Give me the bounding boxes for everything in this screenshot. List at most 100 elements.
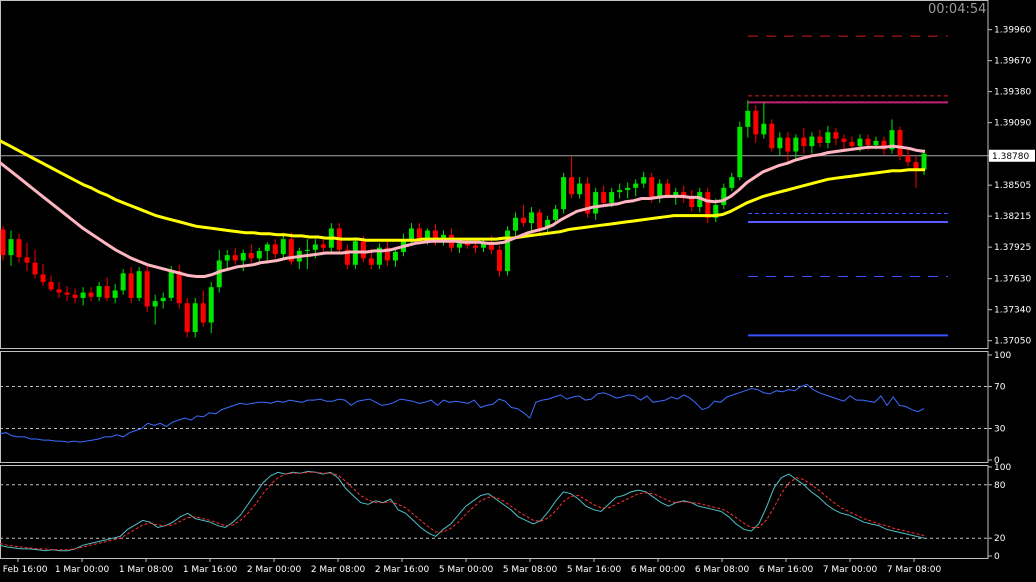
time-axis-label: 1 Mar 08:00 [119,565,174,575]
bullish-candle [577,183,583,195]
price-axis-label: 1.38215 [994,212,1031,222]
bullish-candle [857,138,863,147]
stochastic-pane-border [0,465,989,559]
bearish-candle [56,289,62,293]
time-axis-label: 6 Mar 00:00 [631,565,686,575]
stochastic-axis-label: 80 [994,481,1006,491]
bearish-candle [232,255,238,261]
slow-moving-average-line [0,139,925,242]
price-axis-label: 1.37340 [994,306,1031,316]
bearish-candle [537,212,543,229]
bullish-candle [633,183,639,188]
rsi-axis-label: 100 [994,351,1011,361]
bullish-candle [889,130,895,150]
time-axis-label: 1 Mar 00:00 [55,565,110,575]
time-axis-label: 7 Mar 08:00 [887,565,942,575]
bearish-candle [585,183,591,214]
price-axis-label: 1.38505 [994,181,1031,191]
bearish-candle [905,155,911,163]
bearish-candle [833,132,839,139]
bullish-candle [745,110,751,127]
current-price-label: 1.38780 [992,152,1029,162]
time-axis-label: 2 Mar 08:00 [311,565,366,575]
bearish-candle [785,137,791,152]
bearish-candle [689,196,695,208]
bullish-candle [809,136,815,147]
bearish-candle [104,286,110,298]
price-axis-label: 1.39960 [994,26,1031,36]
stochastic-main-line [0,470,925,552]
bullish-candle [216,260,222,288]
stochastic-signal-line [0,471,925,551]
bullish-candle [264,244,270,251]
bullish-candle [721,187,727,205]
bearish-candle [272,244,278,255]
bullish-candle [376,247,382,265]
bullish-candle [392,251,398,261]
bullish-candle [545,219,551,229]
bearish-candle [489,243,495,250]
bullish-candle [408,228,414,240]
bearish-candle [0,229,6,256]
bearish-candle [753,110,759,135]
bearish-candle [176,271,182,304]
bearish-candle [24,257,30,263]
bullish-candle [80,292,86,298]
price-axis-label: 1.39670 [994,57,1031,67]
bearish-candle [665,183,671,197]
bullish-candle [641,177,647,184]
bearish-candle [705,192,711,218]
bullish-candle [609,192,615,203]
time-axis-label: 2 Mar 16:00 [375,565,430,575]
bullish-candle [152,301,158,307]
rsi-axis-label: 0 [994,456,1000,466]
stochastic-axis-label: 100 [994,463,1011,473]
bearish-candle [817,136,823,143]
bullish-candle [8,239,14,256]
bullish-candle [529,212,535,224]
bullish-candle [657,183,663,199]
bullish-candle [256,250,262,259]
bearish-candle [144,271,150,307]
price-axis-label: 1.39090 [994,119,1031,129]
bearish-candle [128,273,134,298]
time-axis-label: 28 Feb 16:00 [0,565,48,575]
bearish-candle [473,245,479,248]
bearish-candle [88,292,94,297]
bullish-candle [737,126,743,178]
time-axis-label: 5 Mar 00:00 [439,565,494,575]
bearish-candle [601,192,607,203]
rsi-line [0,383,925,443]
bearish-candle [865,138,871,146]
bearish-candle [200,303,206,323]
bullish-candle [136,271,142,298]
bullish-candle [160,297,166,302]
bearish-candle [368,258,374,265]
bearish-candle [801,137,807,147]
bullish-candle [873,140,879,146]
stochastic-axis-label: 20 [994,534,1006,544]
fast-moving-average-line [0,144,926,278]
time-axis-label: 5 Mar 08:00 [503,565,558,575]
bullish-candle [224,255,230,261]
bullish-candle [96,286,102,297]
bullish-candle [729,177,735,188]
time-axis-label: 5 Mar 16:00 [567,565,622,575]
bullish-candle [561,177,567,210]
time-axis-label: 7 Mar 00:00 [823,565,878,575]
bullish-candle [825,132,831,143]
price-axis-label: 1.37630 [994,275,1031,285]
bearish-candle [72,294,78,298]
current-price-box [989,149,1035,162]
bearish-candle [320,244,326,248]
bearish-candle [881,140,887,150]
time-axis-label: 1 Mar 16:00 [183,565,238,575]
bullish-candle [304,249,310,251]
bearish-candle [769,123,775,149]
bullish-candle [424,230,430,240]
bullish-candle [481,243,487,248]
time-axis-label: 6 Mar 08:00 [695,565,750,575]
rsi-axis-label: 70 [994,383,1006,393]
bullish-candle [793,137,799,152]
